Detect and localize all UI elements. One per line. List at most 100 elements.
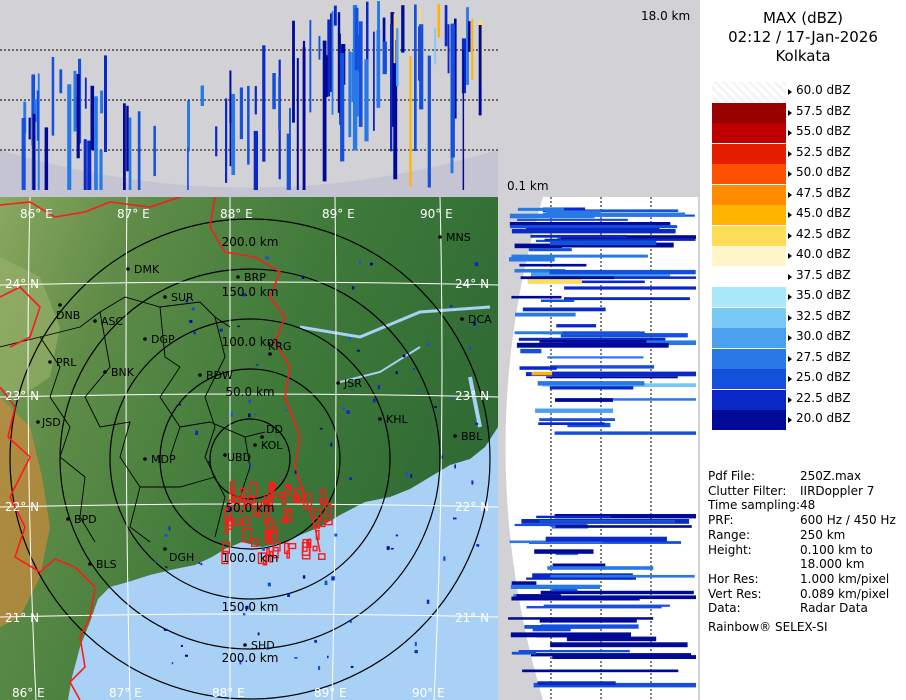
echo-pixel xyxy=(262,547,265,551)
city-dot xyxy=(163,547,167,551)
city-label: DNB xyxy=(56,309,80,322)
delta-island xyxy=(266,548,270,556)
echo-column xyxy=(32,113,36,190)
echo-pixel xyxy=(257,632,260,636)
echo-row xyxy=(532,626,571,632)
echo-row xyxy=(552,563,606,568)
scale-tick-icon xyxy=(788,212,792,218)
city-label: DCA xyxy=(468,313,492,326)
info-value: Radar Data xyxy=(800,601,868,616)
echo-row xyxy=(554,431,696,435)
city-dot xyxy=(438,235,442,239)
lat-label-left: 21° N xyxy=(5,611,39,625)
echo-column xyxy=(419,8,421,30)
echo-row xyxy=(533,682,696,688)
range-label: 150.0 km xyxy=(222,600,279,614)
echo-pixel xyxy=(180,644,183,647)
info-value: 1.000 km/pixel xyxy=(800,571,890,586)
scale-tick-icon xyxy=(788,396,792,403)
echo-column xyxy=(128,117,132,190)
echo-pixel xyxy=(443,556,446,561)
lon-label-bottom: 88° E xyxy=(212,686,245,700)
echo-row xyxy=(552,655,696,659)
echo-column xyxy=(401,5,405,53)
echo-pixel xyxy=(185,299,188,303)
city-label: MNS xyxy=(446,231,471,244)
city-label: MDP xyxy=(151,453,176,466)
color-scale-label: 27.5 dBZ xyxy=(796,349,851,364)
info-key: Vert Res: xyxy=(708,586,762,601)
echo-row xyxy=(544,238,696,241)
echo-row xyxy=(516,342,669,348)
echo-row xyxy=(510,225,678,229)
echo-column xyxy=(354,7,359,71)
delta-island xyxy=(286,510,292,519)
echo-pixel xyxy=(242,293,246,297)
delta-island xyxy=(231,488,235,503)
echo-row xyxy=(542,209,679,212)
echo-row xyxy=(537,381,645,386)
delta-island xyxy=(281,517,288,524)
echo-column xyxy=(51,57,55,136)
echo-pixel xyxy=(314,639,317,643)
echo-column xyxy=(466,7,469,85)
scale-tick-icon xyxy=(788,253,792,259)
color-swatch xyxy=(712,389,786,410)
echo-pixel xyxy=(386,546,390,550)
echo-row xyxy=(509,213,595,219)
echo-column xyxy=(33,99,37,122)
echo-row xyxy=(537,681,616,686)
echo-column xyxy=(377,1,380,55)
sundarbans-delta xyxy=(221,481,333,566)
city-label: SUR xyxy=(171,291,194,304)
echo-pixel xyxy=(324,580,328,585)
color-swatch xyxy=(712,328,786,348)
info-key: Range: xyxy=(708,527,751,542)
bottom-height-label: 0.1 km xyxy=(507,179,549,193)
scale-tick-icon xyxy=(788,109,792,116)
echo-row xyxy=(520,348,542,354)
color-swatch xyxy=(712,410,786,430)
color-scale-label: 50.0 dBZ xyxy=(796,165,851,179)
echo-column xyxy=(351,52,354,103)
echo-column xyxy=(289,107,291,190)
city-label: PRL xyxy=(56,356,77,369)
lon-label-bottom: 86° E xyxy=(12,686,45,700)
color-swatch xyxy=(712,307,786,328)
lat-label-left: 22° N xyxy=(5,500,39,514)
echo-pixel xyxy=(330,442,333,447)
color-swatch xyxy=(712,102,786,123)
echo-pixel xyxy=(294,470,297,474)
delta-island xyxy=(286,550,291,559)
echo-column xyxy=(337,12,341,113)
echo-column xyxy=(87,140,92,190)
echo-pixel xyxy=(377,385,380,390)
city-label: ASC xyxy=(101,315,124,328)
scale-tick-icon xyxy=(788,232,792,239)
echo-pixel xyxy=(242,613,246,616)
echo-column xyxy=(247,85,250,165)
echo-row xyxy=(518,650,630,653)
city-label: UBD xyxy=(227,451,251,464)
echo-row xyxy=(550,240,657,246)
color-scale-label: 42.5 dBZ xyxy=(796,226,851,241)
echo-column xyxy=(187,147,189,190)
top-profile-svg xyxy=(0,0,498,197)
color-scale-label: 60.0 dBZ xyxy=(796,83,851,97)
lat-label-left: 24° N xyxy=(5,277,39,291)
city-dot xyxy=(243,643,247,647)
range-labels: 200.0 km 150.0 km 100.0 km 50.0 km 50.0 km 10… xyxy=(222,235,279,665)
echo-pixel xyxy=(475,422,479,425)
echo-pixel xyxy=(219,328,223,332)
delta-island xyxy=(250,538,259,548)
echo-column xyxy=(36,90,40,141)
echo-row xyxy=(518,337,666,341)
color-scale-label: 35.0 dBZ xyxy=(796,288,851,302)
echo-row xyxy=(529,541,681,544)
echo-column xyxy=(340,53,345,162)
echo-pixel xyxy=(327,655,329,659)
range-ring xyxy=(159,368,341,550)
color-swatch xyxy=(712,82,786,102)
info-value: 600 Hz / 450 Hz xyxy=(800,513,896,528)
echo-pixel xyxy=(267,582,271,587)
